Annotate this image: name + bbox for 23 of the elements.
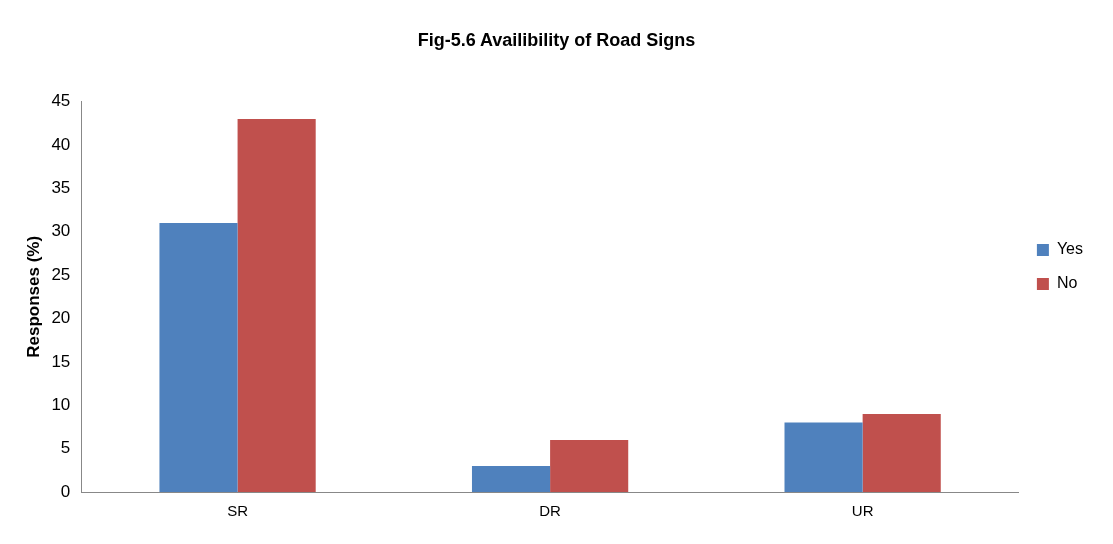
y-tick-label: 40 [51,134,71,154]
y-tick-label: 0 [60,481,71,501]
bar [784,422,863,492]
x-tick-label: SR [227,502,249,520]
y-tick-label: 10 [51,394,71,414]
bar [237,118,316,492]
y-tick-label: 35 [51,178,71,198]
chart-title: Fig-5.6 Availibility of Road Signs [417,29,696,50]
legend-label: Yes [1056,240,1084,258]
y-tick-label: 15 [51,351,71,371]
y-axis-title: Responses (%) [23,235,43,358]
bar [862,413,941,492]
y-tick-label: 45 [51,91,71,111]
y-tick-label: 5 [60,438,71,458]
bar [550,439,629,492]
x-tick-label: UR [851,502,874,520]
y-tick-label: 20 [51,308,71,328]
bar [471,465,551,492]
y-tick-label: 30 [51,221,71,241]
y-tick-label: 25 [51,264,71,284]
x-tick-label: DR [539,502,562,520]
bar [159,223,238,492]
legend-label: No [1056,274,1078,292]
